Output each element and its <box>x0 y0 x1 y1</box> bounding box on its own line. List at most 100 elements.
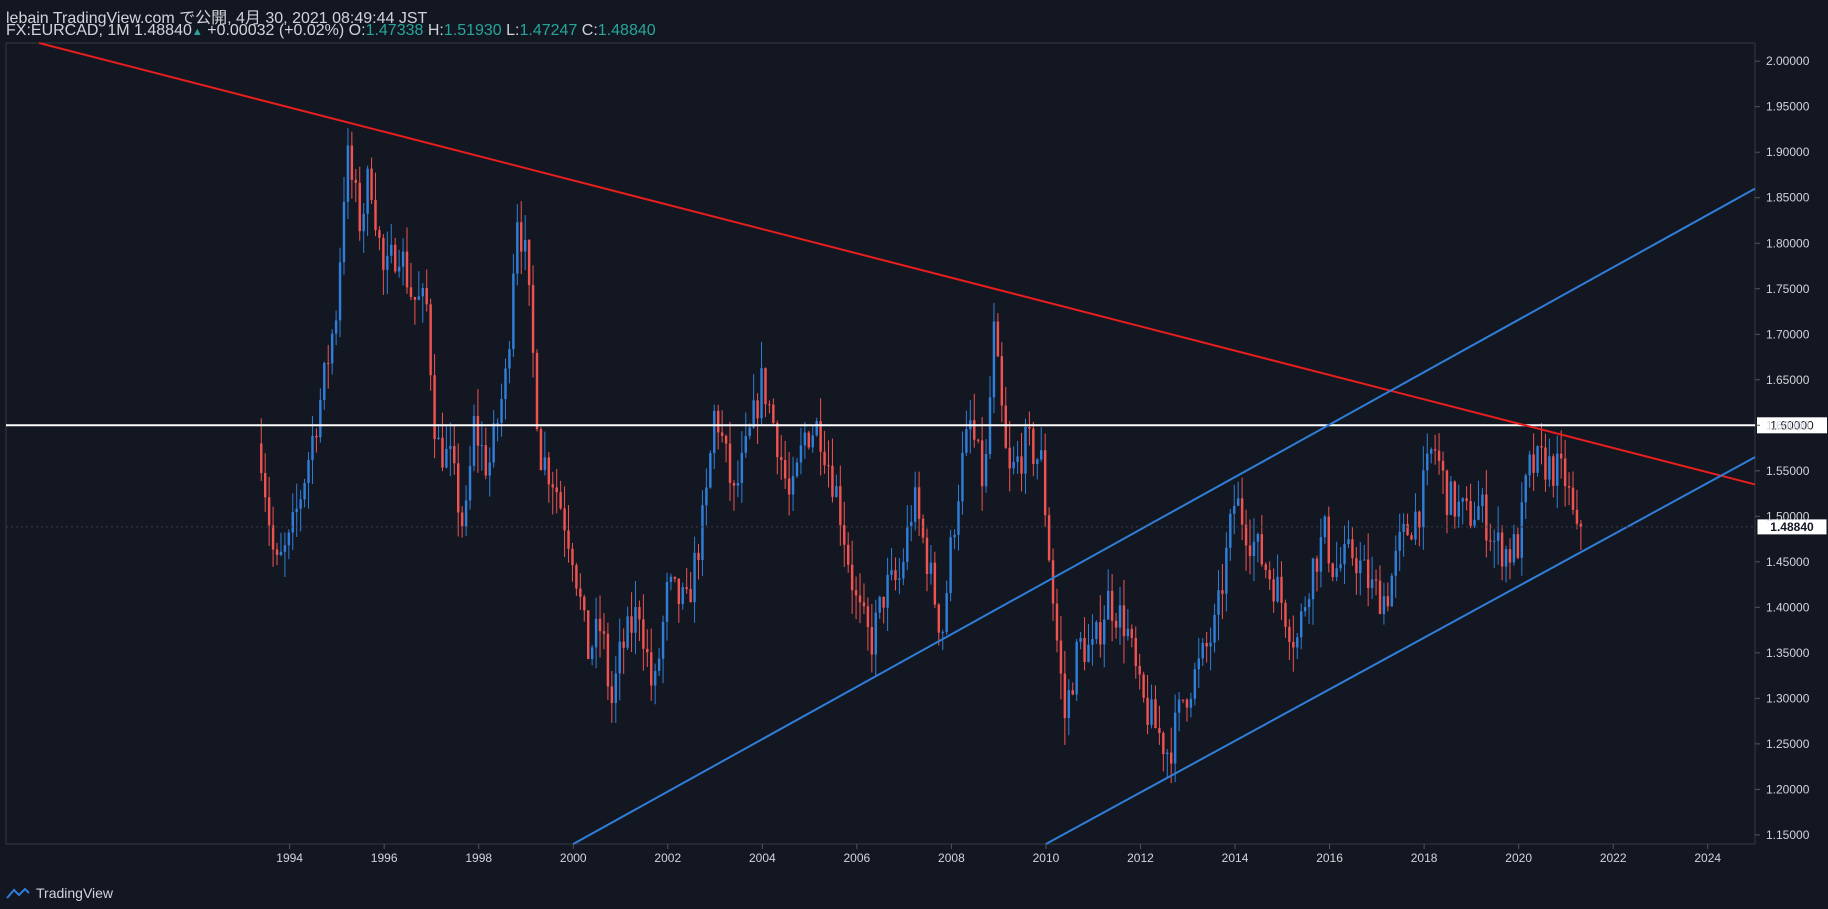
candle-down <box>866 606 870 627</box>
chart-publish-info: lebain TradingView.com で公開, 4月 30, 2021 … <box>6 10 428 27</box>
last-price-label: 1.48840 <box>1770 520 1814 534</box>
candle-down <box>858 595 862 603</box>
y-tick-label: 2.00000 <box>1766 54 1810 68</box>
candle-down <box>1441 460 1445 471</box>
footer-brand[interactable]: TradingView <box>6 885 113 901</box>
candle-up <box>1524 475 1527 503</box>
candle-down <box>622 641 625 648</box>
candle-down <box>720 432 724 436</box>
candle-up <box>512 273 515 350</box>
candle-up <box>890 570 893 575</box>
candle-down <box>567 530 570 549</box>
candle-down <box>638 607 641 620</box>
candle-up <box>1012 461 1015 469</box>
candle-up <box>1126 628 1130 637</box>
candle-down <box>1000 356 1004 406</box>
candle-up <box>1095 622 1098 640</box>
candle-up <box>669 576 673 583</box>
x-tick-label: 2022 <box>1600 851 1627 865</box>
candle-down <box>1445 470 1449 515</box>
candle-down <box>327 363 330 365</box>
x-tick-label: 2008 <box>938 851 965 865</box>
candle-down <box>1280 576 1283 603</box>
x-tick-label: 2010 <box>1033 851 1060 865</box>
candle-up <box>1236 498 1240 506</box>
candle-up <box>1339 564 1342 569</box>
candle-up <box>953 534 956 538</box>
candle-down <box>677 578 681 604</box>
y-tick-label: 1.15000 <box>1766 828 1810 842</box>
candle-down <box>271 525 275 550</box>
candle-up <box>1296 637 1299 648</box>
candle-down <box>1489 540 1492 542</box>
candle-up <box>945 593 948 633</box>
candle-down <box>996 321 1000 357</box>
candle-up <box>291 512 294 533</box>
candle-down <box>1244 524 1248 546</box>
close-value: 1.48840 <box>597 22 656 39</box>
candle-up <box>1323 516 1327 538</box>
candle-up <box>1150 699 1153 725</box>
candle-down <box>535 352 539 430</box>
candle-up <box>342 201 346 263</box>
candle-up <box>311 435 314 461</box>
candle-down <box>1134 637 1137 667</box>
candle-down <box>1532 454 1535 473</box>
candle-down <box>527 239 531 286</box>
candle-up <box>303 482 306 500</box>
candle-up <box>1213 614 1216 643</box>
low-value: 1.47247 <box>519 22 578 39</box>
candle-up <box>1528 454 1531 476</box>
candle-up <box>468 465 472 501</box>
candle-up <box>799 445 803 463</box>
candle-up <box>445 448 448 468</box>
candle-down <box>1114 620 1118 628</box>
candle-down <box>441 437 444 468</box>
candle-up <box>1039 450 1043 460</box>
trendlines: 1.60000 1.48840 <box>6 42 1828 845</box>
candle-down <box>370 168 373 200</box>
candle-up <box>523 239 527 252</box>
candle-up <box>1382 596 1386 615</box>
candle-down <box>1240 498 1244 525</box>
x-tick-label: 2016 <box>1316 851 1343 865</box>
candle-up <box>1473 519 1476 526</box>
candle-down <box>1047 515 1051 561</box>
candle-down <box>1221 590 1224 594</box>
candle-down <box>823 451 826 466</box>
x-tick-label: 2020 <box>1505 851 1532 865</box>
candle-down <box>260 443 263 474</box>
candle-up <box>910 521 913 527</box>
candle-down <box>1272 579 1275 602</box>
level-price-label: 1.60000 <box>1770 418 1814 432</box>
candle-down <box>405 251 409 288</box>
candle-up <box>657 658 661 671</box>
candle-up <box>1512 534 1516 563</box>
symbol-legend: FX:EURCAD, 1M 1.48840▲ +0.00032 (+0.02%)… <box>6 22 656 40</box>
candle-up <box>500 398 503 423</box>
candle-down <box>937 604 941 633</box>
candle-down <box>1374 579 1378 581</box>
candle-down <box>1158 728 1161 734</box>
candle-up <box>791 476 795 495</box>
candle-down <box>547 457 551 485</box>
y-tick-label: 1.95000 <box>1766 100 1810 114</box>
candle-up <box>1335 568 1338 578</box>
candle-up <box>594 618 598 648</box>
y-tick-label: 1.80000 <box>1766 236 1810 250</box>
candle-up <box>1106 590 1110 620</box>
tradingview-logo-icon <box>6 887 30 899</box>
candle-down <box>843 525 846 545</box>
candle-down <box>1138 666 1141 675</box>
candle-down <box>1418 511 1421 528</box>
candle-up <box>878 596 881 613</box>
candle-down <box>1071 690 1074 695</box>
candle-down <box>831 465 834 497</box>
candle-up <box>693 552 696 603</box>
low-label: L: <box>506 22 520 39</box>
candle-down <box>453 446 456 464</box>
candle-up <box>397 266 401 272</box>
candle-up <box>1504 549 1508 567</box>
candle-down <box>776 423 779 458</box>
